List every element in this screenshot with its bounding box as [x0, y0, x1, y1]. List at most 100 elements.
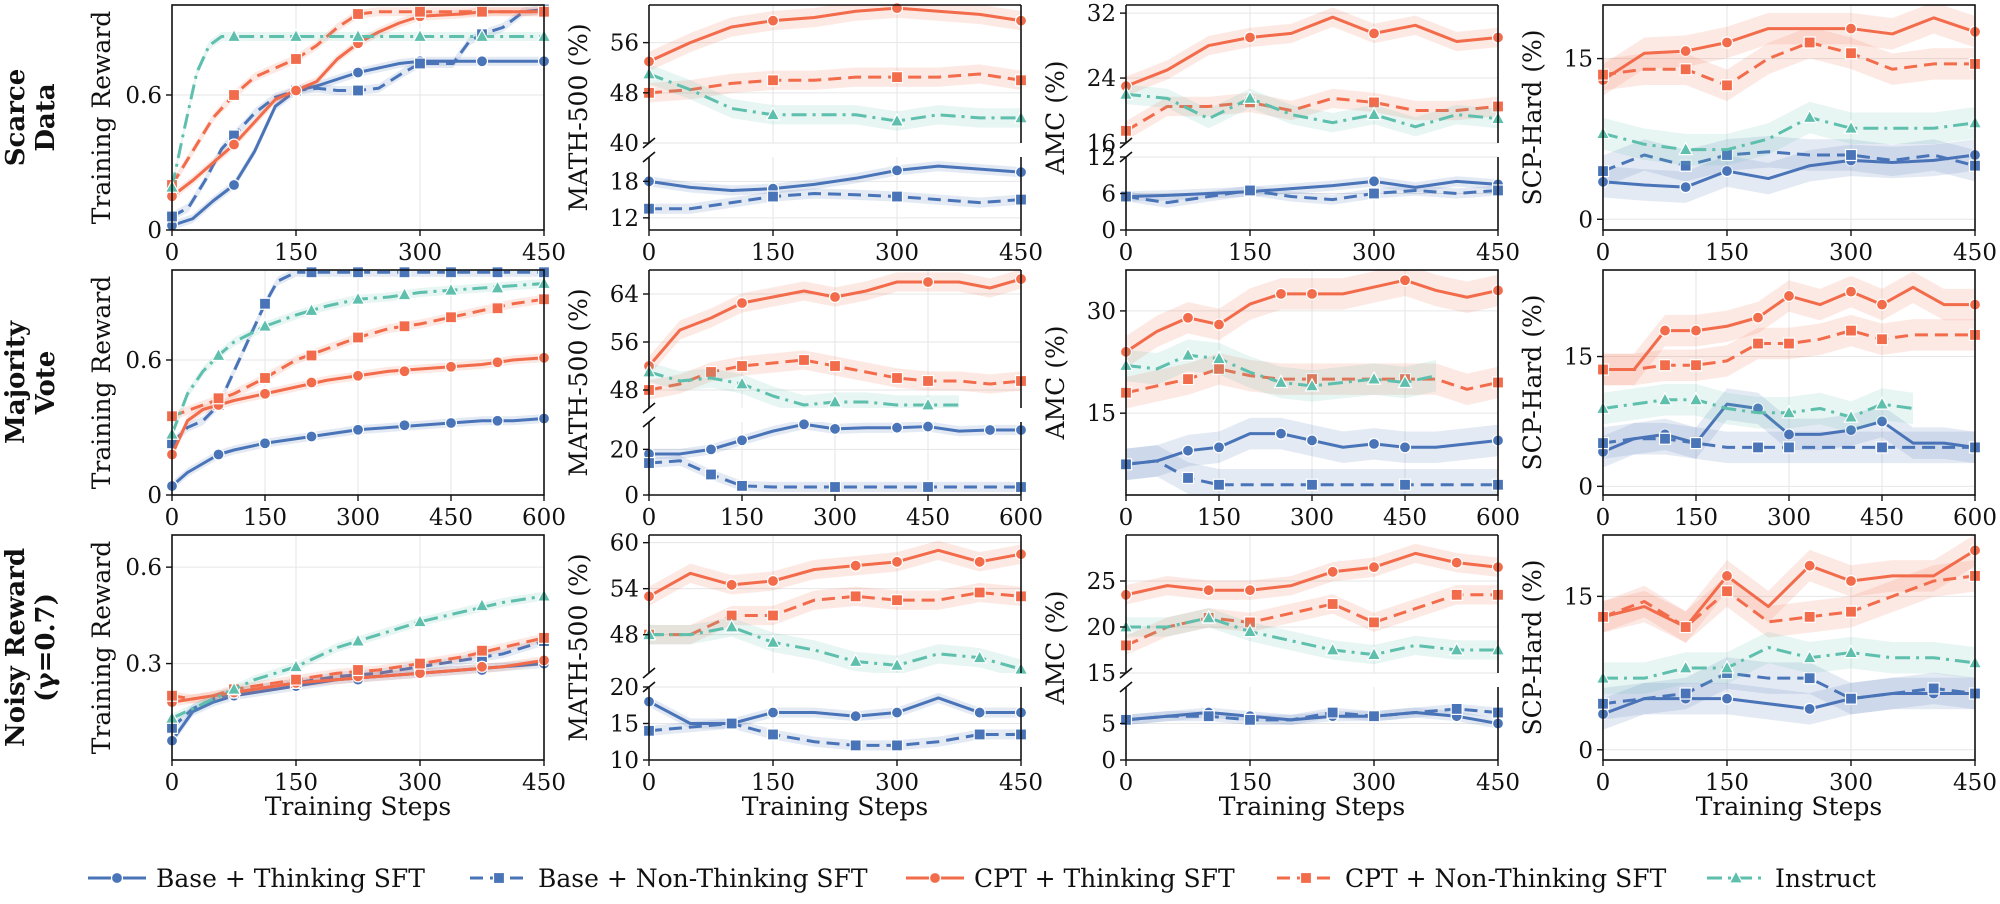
series-marker: [1689, 359, 1703, 372]
series-marker: [412, 613, 428, 628]
legend-swatch-marker: [110, 871, 124, 885]
x-tick-label: 300: [336, 505, 380, 531]
series-marker: [1325, 641, 1341, 656]
x-tick-label: 150: [751, 770, 795, 796]
series-marker: [1679, 620, 1692, 634]
series-1: [1603, 657, 1975, 720]
x-tick-label: 300: [1829, 770, 1873, 796]
series-band: [1126, 703, 1498, 725]
series-marker: [226, 28, 242, 43]
series-marker: [444, 266, 458, 279]
series-3: [649, 64, 1021, 103]
y-tick-label: 12: [610, 206, 639, 232]
series-marker: [1844, 692, 1858, 705]
x-tick-label: 150: [243, 505, 287, 531]
legend-swatch-marker: [1299, 871, 1313, 885]
series-marker: [828, 290, 842, 304]
series-marker: [305, 349, 318, 362]
series-marker: [489, 279, 506, 294]
series-marker: [1274, 287, 1288, 300]
series-marker: [474, 28, 490, 43]
y-tick-label: 6: [1101, 182, 1116, 208]
series-marker: [413, 57, 427, 70]
series-band: [649, 64, 1021, 131]
y-tick-label: 56: [610, 330, 639, 356]
y-tick-label: 0: [147, 218, 162, 244]
series-marker: [1398, 274, 1412, 287]
row-label-2: Noisy Reward(γ=0.7): [1, 548, 61, 747]
legend-item-1: Base + Non-Thinking SFT: [470, 864, 868, 893]
series-0: [1603, 677, 1975, 730]
x-tick-label: 150: [720, 505, 764, 531]
series-marker: [1782, 428, 1796, 441]
series-marker: [1875, 298, 1889, 311]
series-marker: [1802, 649, 1818, 664]
series-marker: [289, 84, 303, 97]
series-band: [1126, 585, 1498, 656]
series-marker: [890, 706, 904, 719]
axis-break-mark: [642, 416, 656, 428]
series-marker: [1720, 79, 1734, 92]
series-marker: [1844, 324, 1858, 337]
series-marker: [1212, 441, 1226, 454]
y-axis-label: Training Reward: [87, 541, 116, 755]
y-axis-label: Training Reward: [87, 276, 116, 490]
series-marker: [1367, 616, 1381, 629]
series-marker: [1719, 659, 1735, 674]
series-marker: [849, 590, 862, 603]
series-marker: [766, 74, 780, 87]
x-tick-label: 0: [1596, 770, 1611, 796]
series-marker: [475, 55, 489, 68]
x-tick-label: 0: [1596, 240, 1611, 266]
series-marker: [491, 356, 504, 369]
series-marker: [1367, 561, 1381, 574]
series-line: [172, 10, 544, 186]
series-marker: [1181, 372, 1195, 386]
series-2: [1126, 7, 1498, 96]
y-tick-label: 15: [1564, 584, 1593, 610]
series-marker: [921, 480, 935, 494]
series-marker: [398, 320, 411, 333]
y-tick-label: 0.6: [125, 555, 162, 581]
y-tick-label: 24: [1087, 66, 1116, 92]
series-marker: [1450, 702, 1463, 716]
series-line: [1126, 707, 1498, 722]
x-tick-label: 450: [1953, 770, 1997, 796]
x-tick-label: 150: [274, 770, 318, 796]
series-line: [172, 636, 544, 701]
series-4: [1603, 384, 1914, 433]
y-axis-label: AMC (%): [1041, 61, 1070, 176]
series-marker: [475, 660, 489, 673]
series-marker: [890, 71, 904, 84]
series-line: [1603, 153, 1975, 189]
series-marker: [735, 479, 749, 492]
series-marker: [1326, 706, 1339, 719]
series-marker: [288, 658, 304, 673]
y-axis-label: SCP-Hard (%): [1518, 559, 1547, 735]
series-line: [1126, 15, 1498, 88]
series-marker: [491, 302, 504, 315]
series-marker: [1679, 44, 1692, 58]
panel-1-1: 48 56 64 0 20 0 150 300 450 600 MATH-500 (%): [564, 269, 1043, 531]
series-band: [172, 5, 544, 221]
series-marker: [1180, 346, 1196, 361]
series-marker: [1843, 408, 1859, 423]
y-tick-label: 0: [1578, 207, 1593, 233]
series-marker: [1875, 441, 1889, 454]
series-marker: [890, 164, 904, 177]
series-line: [1126, 179, 1498, 199]
series-band: [1603, 560, 1975, 643]
series-line: [1126, 616, 1498, 657]
x-tick-label: 300: [398, 240, 442, 266]
x-tick-label: 450: [906, 505, 950, 531]
y-tick-label: 16: [1087, 131, 1116, 157]
series-marker: [1367, 710, 1381, 723]
series-4: [1126, 608, 1498, 665]
series-1: [1126, 185, 1498, 208]
series-marker: [973, 555, 986, 568]
x-tick-label: 300: [875, 770, 919, 796]
series-line: [649, 548, 1021, 598]
x-tick-label: 450: [429, 505, 473, 531]
